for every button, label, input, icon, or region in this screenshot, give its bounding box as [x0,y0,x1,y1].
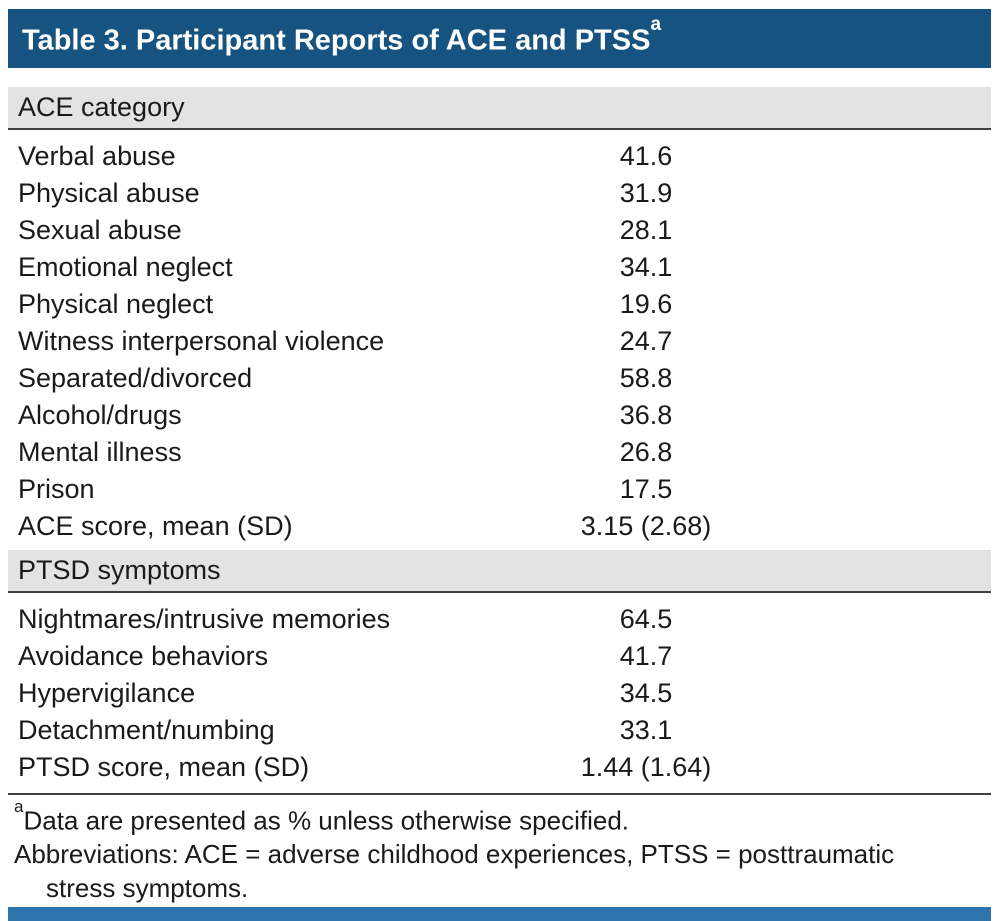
table-row: Mental illness 26.8 [8,434,991,471]
ace-rows: Verbal abuse 41.6 Physical abuse 31.9 Se… [8,130,991,545]
title-footnote-marker: a [650,14,662,35]
row-value: 64.5 [619,603,673,634]
row-value: 28.1 [619,214,673,245]
section-header-ptsd-symptoms: PTSD symptoms [8,549,991,593]
table-title-bar: Table 3. Participant Reports of ACE and … [8,9,991,68]
row-value: 26.8 [619,436,673,467]
footnote-data-note: aData are presented as % unless otherwis… [14,796,987,838]
table-row: Sexual abuse 28.1 [8,212,991,249]
footnote-text: Data are presented as % unless otherwise… [23,805,630,836]
table-row: Prison 17.5 [8,471,991,508]
table-row: Emotional neglect 34.1 [8,249,991,286]
table-row: Physical neglect 19.6 [8,286,991,323]
row-label: Separated/divorced [18,362,253,393]
table-row: Alcohol/drugs 36.8 [8,397,991,434]
table-row: Nightmares/intrusive memories 64.5 [8,601,991,638]
footnote-divider [8,792,991,795]
table-row: Separated/divorced 58.8 [8,360,991,397]
row-value: 19.6 [619,288,673,319]
table-row: Detachment/numbing 33.1 [8,712,991,749]
row-value: 1.44 (1.64) [580,751,712,782]
row-value: 34.5 [619,677,673,708]
table-row: Avoidance behaviors 41.7 [8,638,991,675]
abbreviations-line-2: stress symptoms. [46,873,249,904]
row-value: 34.1 [619,251,673,282]
table-row: Hypervigilance 34.5 [8,675,991,712]
row-label: Witness interpersonal violence [18,325,385,356]
row-label: Detachment/numbing [18,714,275,745]
abbreviations-line-1: Abbreviations: ACE = adverse childhood e… [14,839,895,870]
row-label: Emotional neglect [18,251,233,282]
ptsd-rows: Nightmares/intrusive memories 64.5 Avoid… [8,593,991,786]
row-label: PTSD score, mean (SD) [18,751,310,782]
row-label: Verbal abuse [18,140,176,171]
row-label: ACE score, mean (SD) [18,510,293,541]
row-value: 33.1 [619,714,673,745]
row-label: Avoidance behaviors [18,640,269,671]
row-value: 3.15 (2.68) [580,510,712,541]
table-row: PTSD score, mean (SD) 1.44 (1.64) [8,749,991,786]
row-label: Alcohol/drugs [18,399,182,430]
table-row: Physical abuse 31.9 [8,175,991,212]
row-value: 36.8 [619,399,673,430]
table-row: Witness interpersonal violence 24.7 [8,323,991,360]
bottom-accent-bar [8,907,991,921]
row-value: 41.7 [619,640,673,671]
table-title: Table 3. Participant Reports of ACE and … [22,24,651,57]
row-label: Hypervigilance [18,677,196,708]
row-label: Prison [18,473,95,504]
row-value: 58.8 [619,362,673,393]
row-label: Nightmares/intrusive memories [18,603,391,634]
row-label: Physical abuse [18,177,200,208]
row-label: Mental illness [18,436,182,467]
footnotes: aData are presented as % unless otherwis… [8,795,991,906]
row-value: 41.6 [619,140,673,171]
table-row: ACE score, mean (SD) 3.15 (2.68) [8,508,991,545]
table-row: Verbal abuse 41.6 [8,138,991,175]
row-label: Physical neglect [18,288,214,319]
row-value: 24.7 [619,325,673,356]
row-value: 31.9 [619,177,673,208]
row-label: Sexual abuse [18,214,182,245]
footnote-marker: a [14,796,24,816]
row-value: 17.5 [619,473,673,504]
section-header-ace-category: ACE category [8,86,991,130]
